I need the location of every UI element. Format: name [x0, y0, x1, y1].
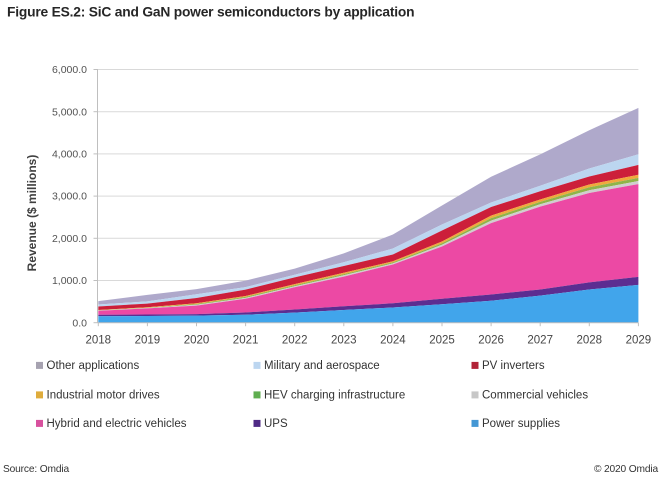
svg-text:Source: Omdia: Source: Omdia — [3, 464, 69, 475]
svg-text:2019: 2019 — [135, 335, 161, 347]
svg-text:2,000.0: 2,000.0 — [52, 233, 87, 245]
svg-text:2025: 2025 — [429, 335, 455, 347]
svg-text:0.0: 0.0 — [72, 317, 87, 329]
svg-text:Commercial vehicles: Commercial vehicles — [482, 390, 588, 402]
svg-text:1,000.0: 1,000.0 — [52, 275, 87, 287]
svg-text:2027: 2027 — [527, 335, 553, 347]
svg-text:Other applications: Other applications — [47, 360, 140, 372]
svg-text:2018: 2018 — [86, 335, 112, 347]
svg-text:HEV charging infrastructure: HEV charging infrastructure — [264, 390, 405, 402]
svg-text:2024: 2024 — [380, 335, 406, 347]
svg-text:2028: 2028 — [577, 335, 603, 347]
svg-text:Power supplies: Power supplies — [482, 418, 560, 430]
svg-text:2029: 2029 — [626, 335, 652, 347]
svg-text:5,000.0: 5,000.0 — [52, 106, 87, 118]
svg-text:Military and aerospace: Military and aerospace — [264, 360, 380, 372]
svg-text:© 2020 Omdia: © 2020 Omdia — [594, 464, 659, 475]
svg-text:3,000.0: 3,000.0 — [52, 191, 87, 203]
svg-text:2020: 2020 — [184, 335, 210, 347]
svg-text:2023: 2023 — [331, 335, 357, 347]
svg-text:Figure ES.2: SiC and GaN power: Figure ES.2: SiC and GaN power semicondu… — [7, 5, 414, 20]
svg-text:2026: 2026 — [478, 335, 504, 347]
svg-text:4,000.0: 4,000.0 — [52, 149, 87, 161]
svg-text:Revenue ($ millions): Revenue ($ millions) — [25, 155, 39, 272]
svg-text:2021: 2021 — [233, 335, 259, 347]
svg-text:6,000.0: 6,000.0 — [52, 64, 87, 76]
svg-text:2022: 2022 — [282, 335, 308, 347]
svg-text:UPS: UPS — [264, 418, 288, 430]
svg-text:Hybrid and electric vehicles: Hybrid and electric vehicles — [47, 418, 187, 430]
svg-text:Industrial motor drives: Industrial motor drives — [47, 390, 160, 402]
svg-text:PV inverters: PV inverters — [482, 360, 545, 372]
